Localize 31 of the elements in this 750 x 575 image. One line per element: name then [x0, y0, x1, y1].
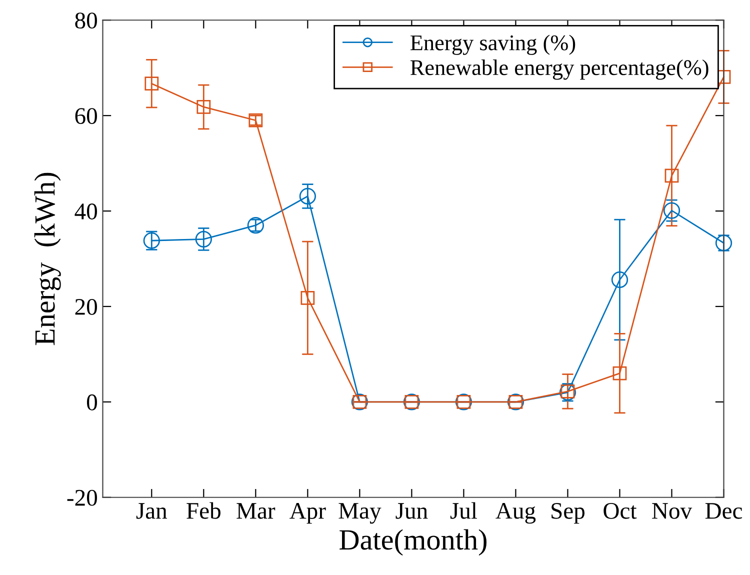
- point: [299, 188, 316, 205]
- point: [663, 202, 680, 219]
- x-axis-title: Date(month): [340, 529, 486, 556]
- legend-label: Energy saving (%): [410, 34, 576, 55]
- legend-label: Renewable energy percentage(%): [410, 60, 708, 80]
- x-tick-label: Dec: [705, 503, 742, 519]
- x-tick-label: Mar: [236, 503, 276, 519]
- y-axis-title: Energy (kWh): [34, 172, 61, 346]
- x-tick-label: Apr: [290, 503, 326, 524]
- point: [612, 366, 627, 380]
- x-tick-label: Aug: [496, 502, 536, 524]
- x-tick-label: May: [338, 503, 382, 524]
- x-tick-label: Jan: [136, 503, 168, 519]
- x-tick-label: Jul: [450, 502, 478, 519]
- x-tick-label: Nov: [652, 503, 692, 519]
- x-tick-label: Oct: [604, 502, 637, 519]
- x-tick-label: Feb: [186, 502, 220, 519]
- point: [664, 168, 679, 183]
- y-tick-label: 40: [74, 204, 97, 220]
- y-tick-label: 60: [75, 108, 97, 124]
- point: [196, 100, 211, 114]
- y-tick-label: 0: [86, 394, 97, 410]
- y-tick-label: 80: [75, 12, 97, 29]
- x-tick-label: Sep: [552, 502, 585, 524]
- point: [611, 271, 628, 288]
- point: [300, 290, 315, 305]
- point: [144, 76, 159, 91]
- y-tick-label: 20: [75, 298, 97, 315]
- y-tick-label: -20: [67, 490, 97, 506]
- x-tick-label: Jun: [396, 503, 428, 519]
- point: [195, 230, 212, 248]
